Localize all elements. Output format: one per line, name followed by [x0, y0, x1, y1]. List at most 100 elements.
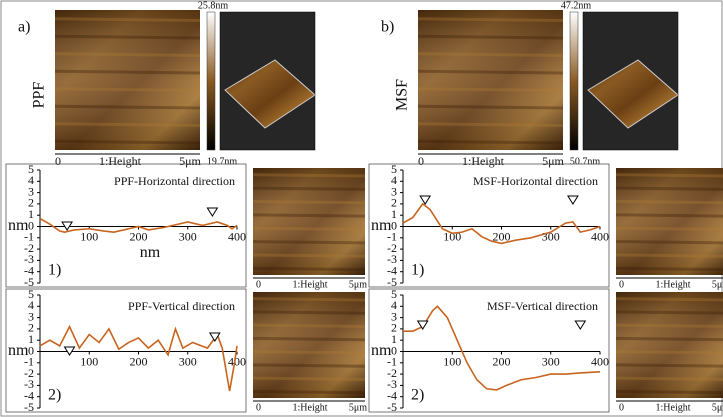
y-tick-label: -5: [387, 400, 397, 414]
chart-annotation: 1): [48, 262, 61, 279]
afm-small-image-streak: [615, 310, 723, 315]
y-tick-label: 0: [28, 218, 34, 232]
y-tick-label: 1: [391, 207, 397, 221]
small-scale-name: 1:Height: [293, 279, 328, 290]
y-tick-label: 2: [391, 321, 397, 335]
x-tick-label: 200: [493, 354, 511, 368]
x-tick-label: 200: [130, 229, 148, 243]
afm-small-image-streak: [252, 173, 366, 178]
small-scale-end: 5μm: [349, 279, 367, 290]
colorbar-min: 19.7nm: [207, 156, 238, 167]
x-tick-label: 200: [493, 229, 511, 243]
color-bar: [206, 11, 216, 151]
y-axis-label: nm: [371, 342, 392, 359]
afm-small-image-texture: [616, 292, 723, 398]
afm-image-streak: [417, 17, 564, 22]
y-tick-label: 1: [28, 207, 34, 221]
afm-image-streak: [417, 139, 564, 145]
afm-small-image-streak: [615, 173, 723, 178]
y-tick-label: -1: [24, 230, 34, 244]
chart-frame: [368, 163, 610, 288]
y-tick-label: 5: [28, 287, 34, 301]
y-tick-label: 3: [391, 309, 397, 323]
y-tick-label: -3: [24, 377, 34, 391]
small-scale-start: 0: [256, 402, 261, 413]
small-scale-start: 0: [619, 279, 624, 290]
afm-small-image-streak: [615, 226, 723, 231]
y-tick-label: 1: [28, 332, 34, 346]
afm-image-streak: [54, 122, 201, 127]
y-tick-label: 5: [391, 162, 397, 176]
afm-small-image-streak: [252, 297, 366, 302]
afm-small-image-streak: [252, 226, 366, 232]
chart-annotation: 2): [411, 387, 424, 404]
afm-small-image-streak: [615, 186, 723, 191]
y-tick-label: 5: [28, 162, 34, 176]
y-tick-label: 0: [391, 218, 397, 232]
y-axis-label: nm: [371, 217, 392, 234]
y-tick-label: -2: [387, 241, 397, 255]
afm-image-streak: [54, 17, 201, 22]
y-tick-label: 4: [28, 298, 34, 312]
afm-image-streak: [54, 104, 201, 110]
afm-small-image-streak: [615, 376, 723, 381]
small-scale-start: 0: [256, 279, 261, 290]
scale-end: 5μm: [179, 154, 201, 168]
y-tick-label: -2: [24, 366, 34, 380]
chart-title: PPF-Vertical direction: [128, 299, 235, 313]
y-tick-label: 5: [391, 287, 397, 301]
y-tick-label: 1: [391, 332, 397, 346]
small-scale-end: 5μm: [712, 279, 723, 290]
y-axis-label: nm: [8, 342, 29, 359]
afm-small-image-streak: [252, 363, 366, 368]
chart-annotation: 2): [48, 387, 61, 404]
y-tick-label: -5: [24, 400, 34, 414]
cursor-marker: [208, 332, 221, 342]
small-scale-name: 1:Height: [656, 402, 691, 413]
y-tick-label: 4: [28, 173, 34, 187]
small-scale-name: 1:Height: [656, 279, 691, 290]
scale-name: 1:Height: [462, 154, 505, 168]
afm-image-streak: [54, 69, 201, 75]
color-bar: [569, 11, 579, 151]
profile-line: [402, 202, 601, 245]
y-tick-label: -4: [24, 388, 34, 402]
scale-end: 5μm: [542, 154, 564, 168]
small-scale-end: 5μm: [712, 402, 723, 413]
afm-image-streak: [417, 104, 564, 110]
x-tick-label: 300: [542, 354, 560, 368]
chart-frame: [368, 288, 610, 413]
cursor-marker: [206, 207, 219, 217]
sample-label: PPF: [31, 82, 48, 109]
afm-small-image-streak: [252, 186, 366, 191]
cursor-marker: [419, 195, 432, 205]
y-tick-label: 2: [28, 321, 34, 335]
x-tick-label: 100: [80, 354, 98, 368]
x-tick-label: 200: [130, 354, 148, 368]
sample-label: MSF: [394, 79, 411, 111]
cursor-marker: [567, 195, 579, 205]
y-tick-label: -2: [24, 241, 34, 255]
x-tick-label: 100: [80, 229, 98, 243]
chart-title: MSF-Vertical direction: [487, 299, 598, 313]
afm-3d-frame: [219, 11, 316, 151]
afm-image-streak: [54, 139, 201, 145]
afm-small-image-streak: [252, 389, 366, 395]
small-scale-end: 5μm: [349, 402, 367, 413]
afm-small-image-streak: [615, 266, 723, 272]
y-tick-label: -2: [387, 366, 397, 380]
y-tick-label: -4: [387, 263, 397, 277]
x-tick-label: 400: [228, 229, 246, 243]
y-tick-label: -4: [24, 263, 34, 277]
y-tick-label: 3: [28, 184, 34, 198]
afm-image-streak: [417, 34, 564, 40]
afm-image-streak: [417, 87, 564, 92]
scale-start: 0: [55, 154, 61, 168]
afm-small-image-streak: [252, 199, 366, 205]
profile-line: [403, 305, 601, 391]
x-tick-label: 400: [228, 354, 246, 368]
y-tick-label: 3: [391, 184, 397, 198]
small-scale-start: 0: [619, 402, 624, 413]
afm-image-streak: [54, 34, 201, 40]
